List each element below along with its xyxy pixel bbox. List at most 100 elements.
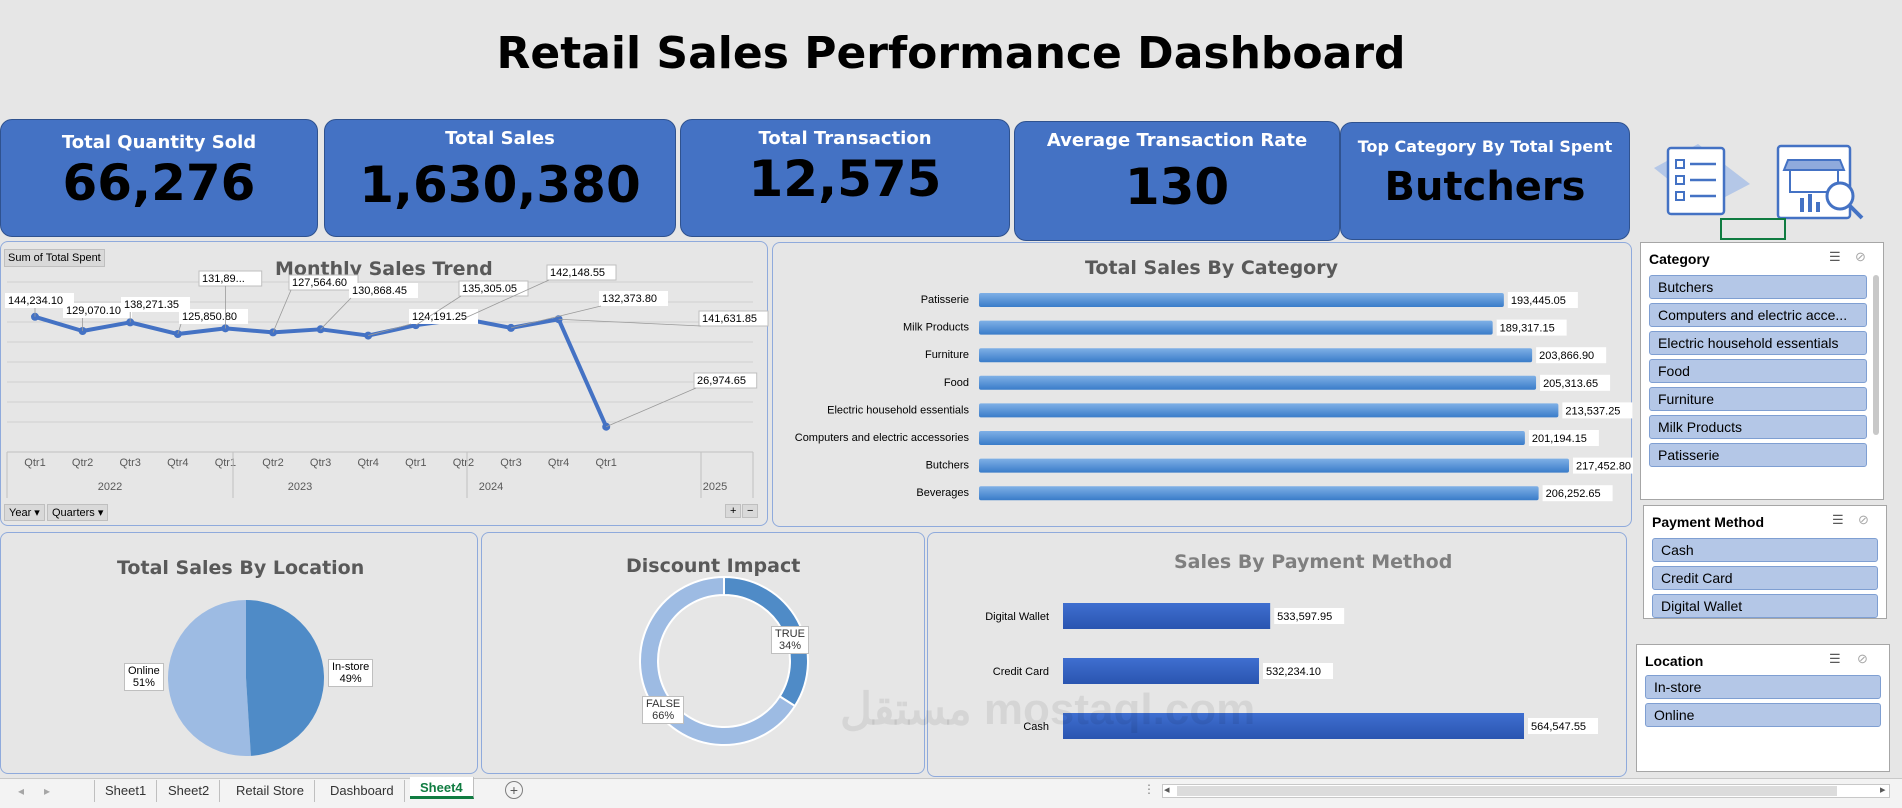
add-sheet-icon[interactable]: + — [505, 781, 523, 799]
quarters-filter-button[interactable]: Quarters ▾ — [47, 504, 109, 521]
expand-field-button[interactable]: + — [725, 504, 742, 518]
multi-select-icon[interactable]: ☰ — [1829, 249, 1841, 264]
data-label-true: TRUE 34% — [771, 626, 809, 654]
slicer-item[interactable]: Furniture — [1649, 387, 1867, 411]
x-tick-quarter: Qtr2 — [262, 457, 283, 469]
x-tick-quarter: Qtr1 — [405, 457, 426, 469]
tab-sheet4[interactable]: Sheet4 — [410, 777, 474, 799]
data-label-box — [1536, 347, 1607, 364]
data-label: 141,631.85 — [702, 313, 757, 325]
tab-sheet1[interactable]: Sheet1 — [94, 780, 158, 802]
tab-sheet2[interactable]: Sheet2 — [158, 780, 221, 802]
tab-split-handle[interactable]: ⋮ — [1143, 782, 1155, 796]
clear-filter-icon[interactable]: ⊘ — [1858, 512, 1869, 527]
slicer-item[interactable]: In-store — [1645, 675, 1881, 699]
x-tick-quarter: Qtr1 — [215, 457, 236, 469]
category-bar — [979, 320, 1493, 335]
scroll-tabs-right-icon[interactable]: ▸ — [44, 784, 51, 798]
data-label-instore: In-store 49% — [328, 659, 374, 687]
chart-title: Discount Impact — [626, 555, 801, 577]
data-label: 213,537.25 — [1565, 405, 1620, 417]
kpi-label: Total Transaction — [758, 128, 932, 149]
data-label-box — [1562, 402, 1633, 419]
data-label: 138,271.35 — [124, 299, 179, 311]
category-bar — [979, 458, 1569, 473]
leader-line — [510, 305, 602, 329]
x-tick-quarter: Qtr2 — [453, 457, 474, 469]
kpi-total-sales: Total Sales 1,630,380 — [324, 119, 676, 237]
slicer-item[interactable]: Online — [1645, 703, 1881, 727]
year-filter-button[interactable]: Year ▾ — [4, 504, 45, 521]
payment-label: Cash — [1023, 721, 1049, 733]
category-bar — [979, 375, 1537, 390]
data-label-box — [458, 280, 529, 297]
scroll-left-icon[interactable]: ◂ — [1164, 784, 1170, 796]
data-label-box — [121, 297, 190, 312]
scroll-tabs-left-icon[interactable]: ◂ — [18, 784, 25, 798]
category-label: Beverages — [916, 487, 969, 499]
data-label: 203,866.90 — [1539, 350, 1594, 362]
payment-method-slicer: Payment Method ☰ ⊘ Cash Credit Card Digi… — [1643, 505, 1887, 619]
slicer-item[interactable]: Butchers — [1649, 275, 1867, 299]
slicer-item[interactable]: Credit Card — [1652, 566, 1878, 590]
slicer-item[interactable]: Cash — [1652, 538, 1878, 562]
x-tick-quarter: Qtr4 — [548, 457, 569, 469]
slicer-item[interactable]: Milk Products — [1649, 415, 1867, 439]
slicer-item[interactable]: Food — [1649, 359, 1867, 383]
category-slicer: Category ☰ ⊘ Butchers Computers and elec… — [1640, 242, 1884, 500]
data-label-false: FALSE 66% — [642, 696, 685, 724]
leader-line — [272, 289, 292, 333]
tab-retail-store[interactable]: Retail Store — [226, 780, 315, 802]
field-button-sum-total-spent[interactable]: Sum of Total Spent — [4, 249, 105, 267]
multi-select-icon[interactable]: ☰ — [1829, 651, 1841, 666]
scrollbar-thumb[interactable] — [1177, 786, 1837, 796]
payment-label: Credit Card — [993, 666, 1049, 678]
horizontal-scrollbar[interactable] — [1162, 784, 1890, 798]
slicer-item[interactable]: Patisserie — [1649, 443, 1867, 467]
payment-method-panel: Sales By Payment Method Digital Wallet 53… — [927, 532, 1627, 777]
data-point — [269, 328, 277, 337]
data-label: 131,89... — [202, 273, 245, 285]
category-label: Computers and electric accessories — [795, 432, 970, 444]
chart-title: Total Sales By Category — [1085, 257, 1338, 279]
kpi-label: Total Sales — [445, 128, 555, 149]
slicer-scrollbar[interactable] — [1873, 275, 1879, 435]
data-label-box — [1540, 374, 1611, 391]
monthly-trend-panel: Sum of Total Spent Monthly Sales Trend 1… — [0, 241, 769, 526]
slicer-item[interactable]: Digital Wallet — [1652, 594, 1878, 618]
x-tick-year: 2025 — [703, 481, 727, 493]
collapse-field-button[interactable]: − — [742, 504, 759, 518]
data-label-box — [1542, 485, 1613, 502]
year-button-label: Year — [9, 507, 32, 519]
category-sales-panel: Total Sales By Category Patisserie 193,44… — [772, 242, 1633, 527]
data-label-box — [698, 310, 769, 327]
kpi-value: 66,276 — [62, 154, 256, 212]
data-label: 217,452.80 — [1576, 461, 1631, 473]
selected-cell[interactable] — [1720, 218, 1786, 240]
leader-line — [606, 387, 697, 428]
data-label: 201,194.15 — [1532, 433, 1587, 445]
location-pie-chart — [167, 600, 324, 756]
checklist-icon — [1654, 144, 1750, 216]
discount-impact-panel: Discount Impact TRUE 34% FALSE 66% — [481, 532, 925, 774]
kpi-label: Top Category By Total Spent — [1357, 137, 1613, 156]
data-label-box — [63, 303, 132, 318]
x-tick-quarter: Qtr3 — [119, 457, 140, 469]
scroll-right-icon[interactable]: ▸ — [1880, 784, 1886, 796]
x-tick-quarter: Qtr2 — [72, 457, 93, 469]
data-label: 144,234.10 — [8, 295, 63, 307]
slicer-item[interactable]: Electric household essentials — [1649, 331, 1867, 355]
data-label: 533,597.95 — [1277, 611, 1332, 623]
tab-dashboard[interactable]: Dashboard — [320, 780, 405, 802]
multi-select-icon[interactable]: ☰ — [1832, 512, 1844, 527]
data-label-box — [693, 372, 758, 389]
data-label: 142,148.55 — [550, 267, 605, 279]
category-bar — [979, 348, 1533, 363]
clear-filter-icon[interactable]: ⊘ — [1855, 249, 1866, 264]
location-sales-panel: Total Sales By Location Online 51% In-sto… — [0, 532, 478, 774]
data-label: 532,234.10 — [1266, 666, 1321, 678]
category-bar — [979, 431, 1525, 445]
slicer-item[interactable]: Computers and electric acce... — [1649, 303, 1867, 327]
clear-filter-icon[interactable]: ⊘ — [1857, 651, 1868, 666]
